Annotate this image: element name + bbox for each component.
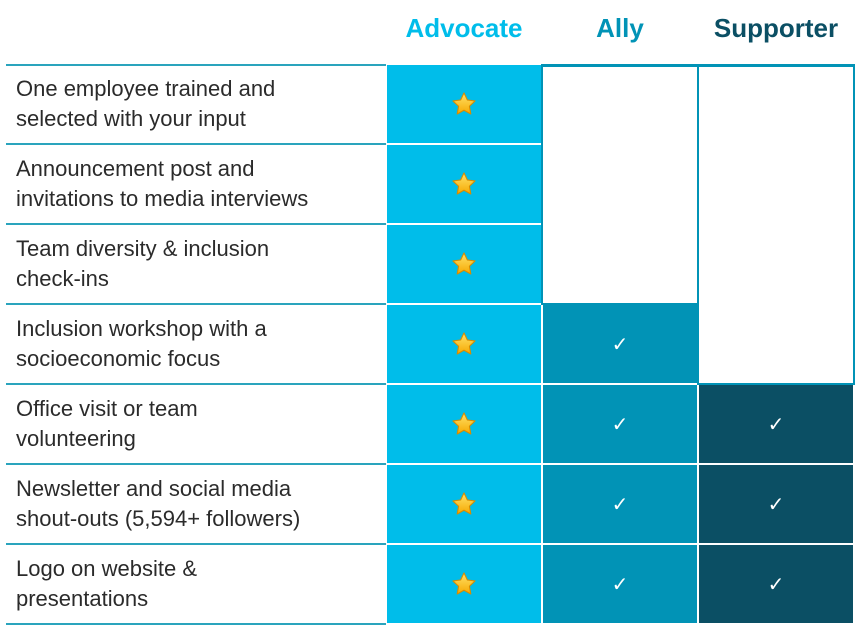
checkmark-icon: ✓ (767, 492, 785, 516)
advocate-cell (387, 305, 541, 383)
checkmark-icon: ✓ (767, 572, 785, 596)
checkmark-icon: ✓ (611, 572, 629, 596)
row-divider (6, 383, 386, 385)
row-divider (6, 623, 386, 625)
checkmark-icon: ✓ (611, 412, 629, 436)
benefit-label: Newsletter and social media shout-outs (… (16, 476, 301, 531)
star-icon (452, 252, 476, 275)
benefit-label: Announcement post and invitations to med… (16, 156, 309, 211)
benefit-label: Team diversity & inclusion check-ins (16, 236, 270, 291)
ally-empty-area (541, 64, 699, 305)
ally-cell: ✓ (543, 465, 697, 543)
advocate-cell (387, 65, 541, 143)
benefit-label: One employee trained and selected with y… (16, 76, 276, 131)
checkmark-icon: ✓ (611, 332, 629, 356)
advocate-cell (387, 545, 541, 623)
tier-header-supporter: Supporter (713, 13, 839, 43)
star-icon (452, 412, 476, 435)
supporter-cell: ✓ (699, 465, 853, 543)
star-icon (452, 492, 476, 515)
advocate-cell (387, 465, 541, 543)
row-divider (6, 543, 386, 545)
star-icon (452, 172, 476, 195)
ally-cell: ✓ (543, 385, 697, 463)
row-divider (6, 463, 386, 465)
checkmark-icon: ✓ (767, 412, 785, 436)
star-icon (452, 572, 476, 595)
star-icon (452, 92, 476, 115)
advocate-cell (387, 385, 541, 463)
benefit-label: Logo on website & presentations (16, 556, 198, 611)
ally-cell: ✓ (543, 305, 697, 383)
row-divider (6, 303, 386, 305)
row-divider (6, 143, 386, 145)
supporter-cell: ✓ (699, 385, 853, 463)
supporter-cell: ✓ (699, 545, 853, 623)
benefit-label: Inclusion workshop with a socioeconomic … (16, 316, 267, 371)
supporter-empty-area (697, 64, 855, 385)
tier-header-ally: Ally (596, 13, 644, 43)
advocate-cell (387, 145, 541, 223)
ally-cell: ✓ (543, 545, 697, 623)
advocate-cell (387, 225, 541, 303)
tier-header-advocate: Advocate (405, 13, 523, 43)
row-divider (6, 64, 386, 66)
benefit-label: Office visit or team volunteering (16, 396, 198, 451)
star-icon (452, 332, 476, 355)
row-divider (6, 223, 386, 225)
checkmark-icon: ✓ (611, 492, 629, 516)
